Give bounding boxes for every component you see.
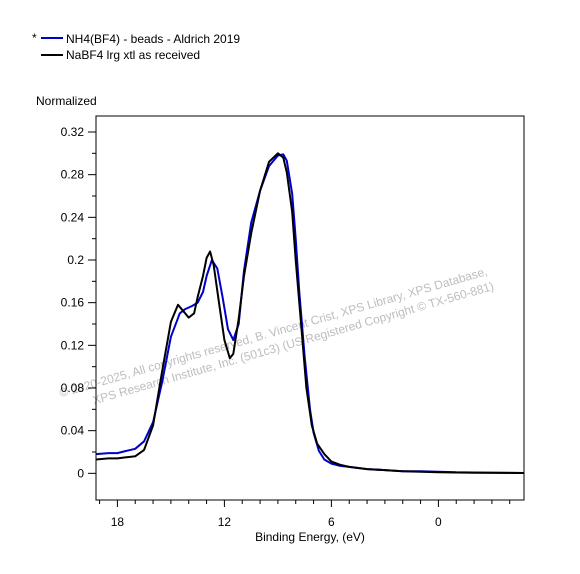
x-axis-ticks: 18 12 6 0 bbox=[99, 500, 511, 529]
y-tick-label: 0.16 bbox=[61, 296, 85, 310]
watermark-line-1: © 2020-2025, All copyrights reserved, B.… bbox=[58, 264, 489, 400]
y-tick-label: 0.04 bbox=[61, 424, 85, 438]
y-tick-label: 0.12 bbox=[61, 338, 85, 352]
copyright-watermark: © 2020-2025, All copyrights reserved, B.… bbox=[58, 264, 496, 407]
y-tick-label: 0.32 bbox=[61, 125, 85, 139]
legend-label-series-1: NH4(BF4) - beads - Aldrich 2019 bbox=[66, 32, 240, 46]
y-axis-label: Normalized bbox=[36, 94, 97, 108]
x-tick-label: 6 bbox=[328, 515, 335, 529]
legend: * NH4(BF4) - beads - Aldrich 2019 NaBF4 … bbox=[32, 31, 240, 62]
y-tick-label: 0.28 bbox=[61, 168, 85, 182]
y-axis-ticks: 0 0.04 0.08 0.12 0.16 0.2 0.24 0.28 0.32 bbox=[61, 125, 96, 480]
y-tick-label: 0 bbox=[77, 466, 84, 480]
legend-marker-series-1: * bbox=[32, 31, 37, 45]
watermark-line-2: XPS Research Institute, Inc. (501c3) (US… bbox=[91, 279, 496, 407]
series-line-2 bbox=[95, 152, 525, 474]
legend-label-series-2: NaBF4 lrg xtl as received bbox=[66, 48, 200, 62]
y-tick-label: 0.24 bbox=[61, 210, 85, 224]
plot-layer bbox=[95, 152, 525, 474]
x-tick-label: 0 bbox=[435, 515, 442, 529]
y-tick-label: 0.08 bbox=[61, 381, 85, 395]
plot-frame bbox=[95, 115, 525, 501]
y-tick-label: 0.2 bbox=[67, 253, 84, 267]
x-tick-label: 18 bbox=[111, 515, 125, 529]
x-axis-label: Binding Energy, (eV) bbox=[255, 530, 365, 544]
x-tick-label: 12 bbox=[218, 515, 232, 529]
